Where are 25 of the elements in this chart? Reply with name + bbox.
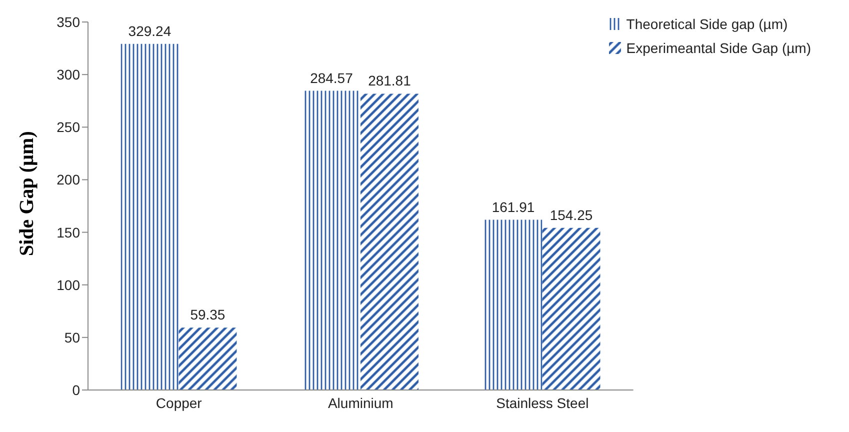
y-tick-label: 0 [72,382,80,398]
legend-label: Experimeantal Side Gap (µm) [626,40,811,56]
data-label: 154.25 [550,206,593,223]
y-axis-title: Side Gap (µm) [16,131,38,256]
y-tick-label: 50 [64,329,80,346]
data-label: 59.35 [190,306,226,323]
bar [484,220,542,390]
x-tick-label: Stainless Steel [496,394,589,411]
data-label: 161.91 [492,198,535,215]
y-tick-label: 200 [56,172,80,188]
legend-label: Theoretical Side gap (µm) [626,16,788,32]
bar [120,44,179,390]
bar [542,228,600,390]
data-label: 329.24 [128,22,172,39]
data-label: 281.81 [368,72,412,89]
y-tick-label: 150 [56,224,80,240]
y-tick-label: 250 [56,119,80,136]
x-tick-label: Aluminium [328,394,394,411]
data-label: 284.57 [310,70,354,86]
x-tick-label: Copper [156,394,202,411]
y-tick-label: 350 [56,14,80,30]
y-tick-label: 300 [56,66,80,83]
bar [178,328,237,390]
y-tick-label: 100 [56,276,80,293]
bar [360,94,418,390]
